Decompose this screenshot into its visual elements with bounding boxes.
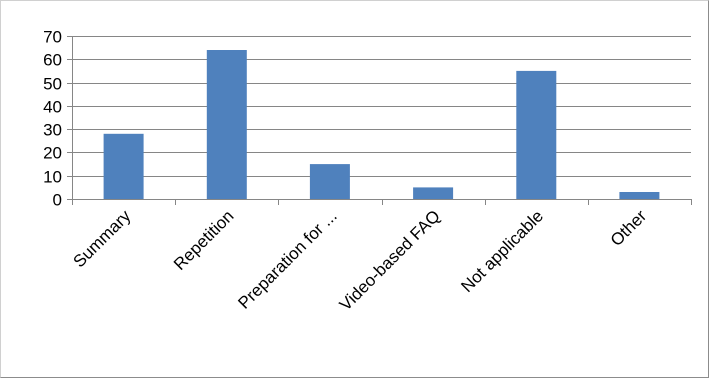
bar-not-applicable: [516, 70, 557, 200]
bar-preparation-for: [309, 164, 350, 199]
x-category-label: Video-based FAQ: [336, 206, 444, 314]
x-category-label: Summary: [70, 206, 135, 271]
bar-summary: [103, 133, 144, 199]
bar-other: [619, 192, 660, 199]
x-category-label: Repetition: [170, 206, 238, 274]
y-tick-label: 10: [43, 168, 62, 187]
y-tick-label: 50: [43, 75, 62, 94]
bar-repetition: [206, 50, 247, 199]
y-tick-label: 20: [43, 144, 62, 163]
bars: [103, 50, 660, 200]
y-tick-label: 70: [43, 28, 62, 47]
x-category-label: Preparation for ...: [234, 206, 340, 312]
x-category-label: Not applicable: [457, 206, 547, 296]
y-tick-label: 0: [53, 191, 62, 210]
y-tick-label: 60: [43, 51, 62, 70]
gridlines: [72, 36, 691, 177]
x-category-label: Other: [607, 206, 651, 250]
axes: [67, 36, 692, 205]
bar-video-based-faq: [413, 187, 454, 199]
y-tick-label: 30: [43, 121, 62, 140]
y-tick-label: 40: [43, 98, 62, 117]
